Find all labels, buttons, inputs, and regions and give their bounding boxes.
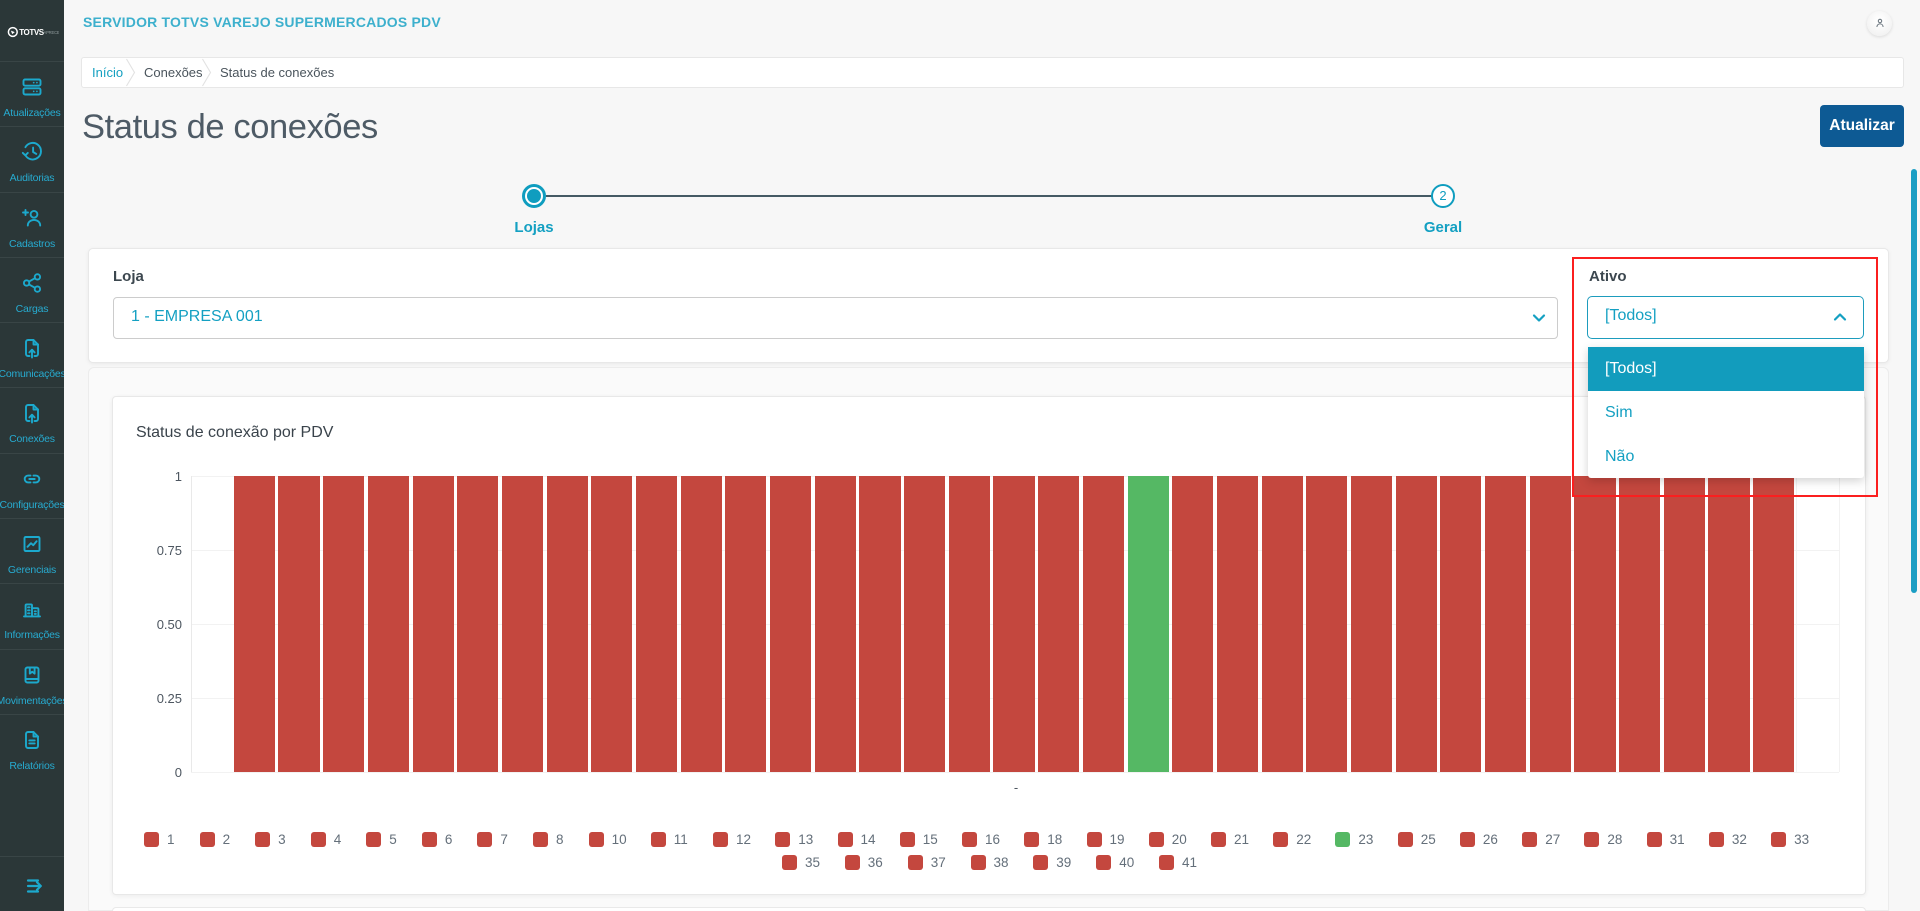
svg-text:APRECE: APRECE xyxy=(44,30,60,35)
svg-text:TOTVS: TOTVS xyxy=(19,28,45,37)
